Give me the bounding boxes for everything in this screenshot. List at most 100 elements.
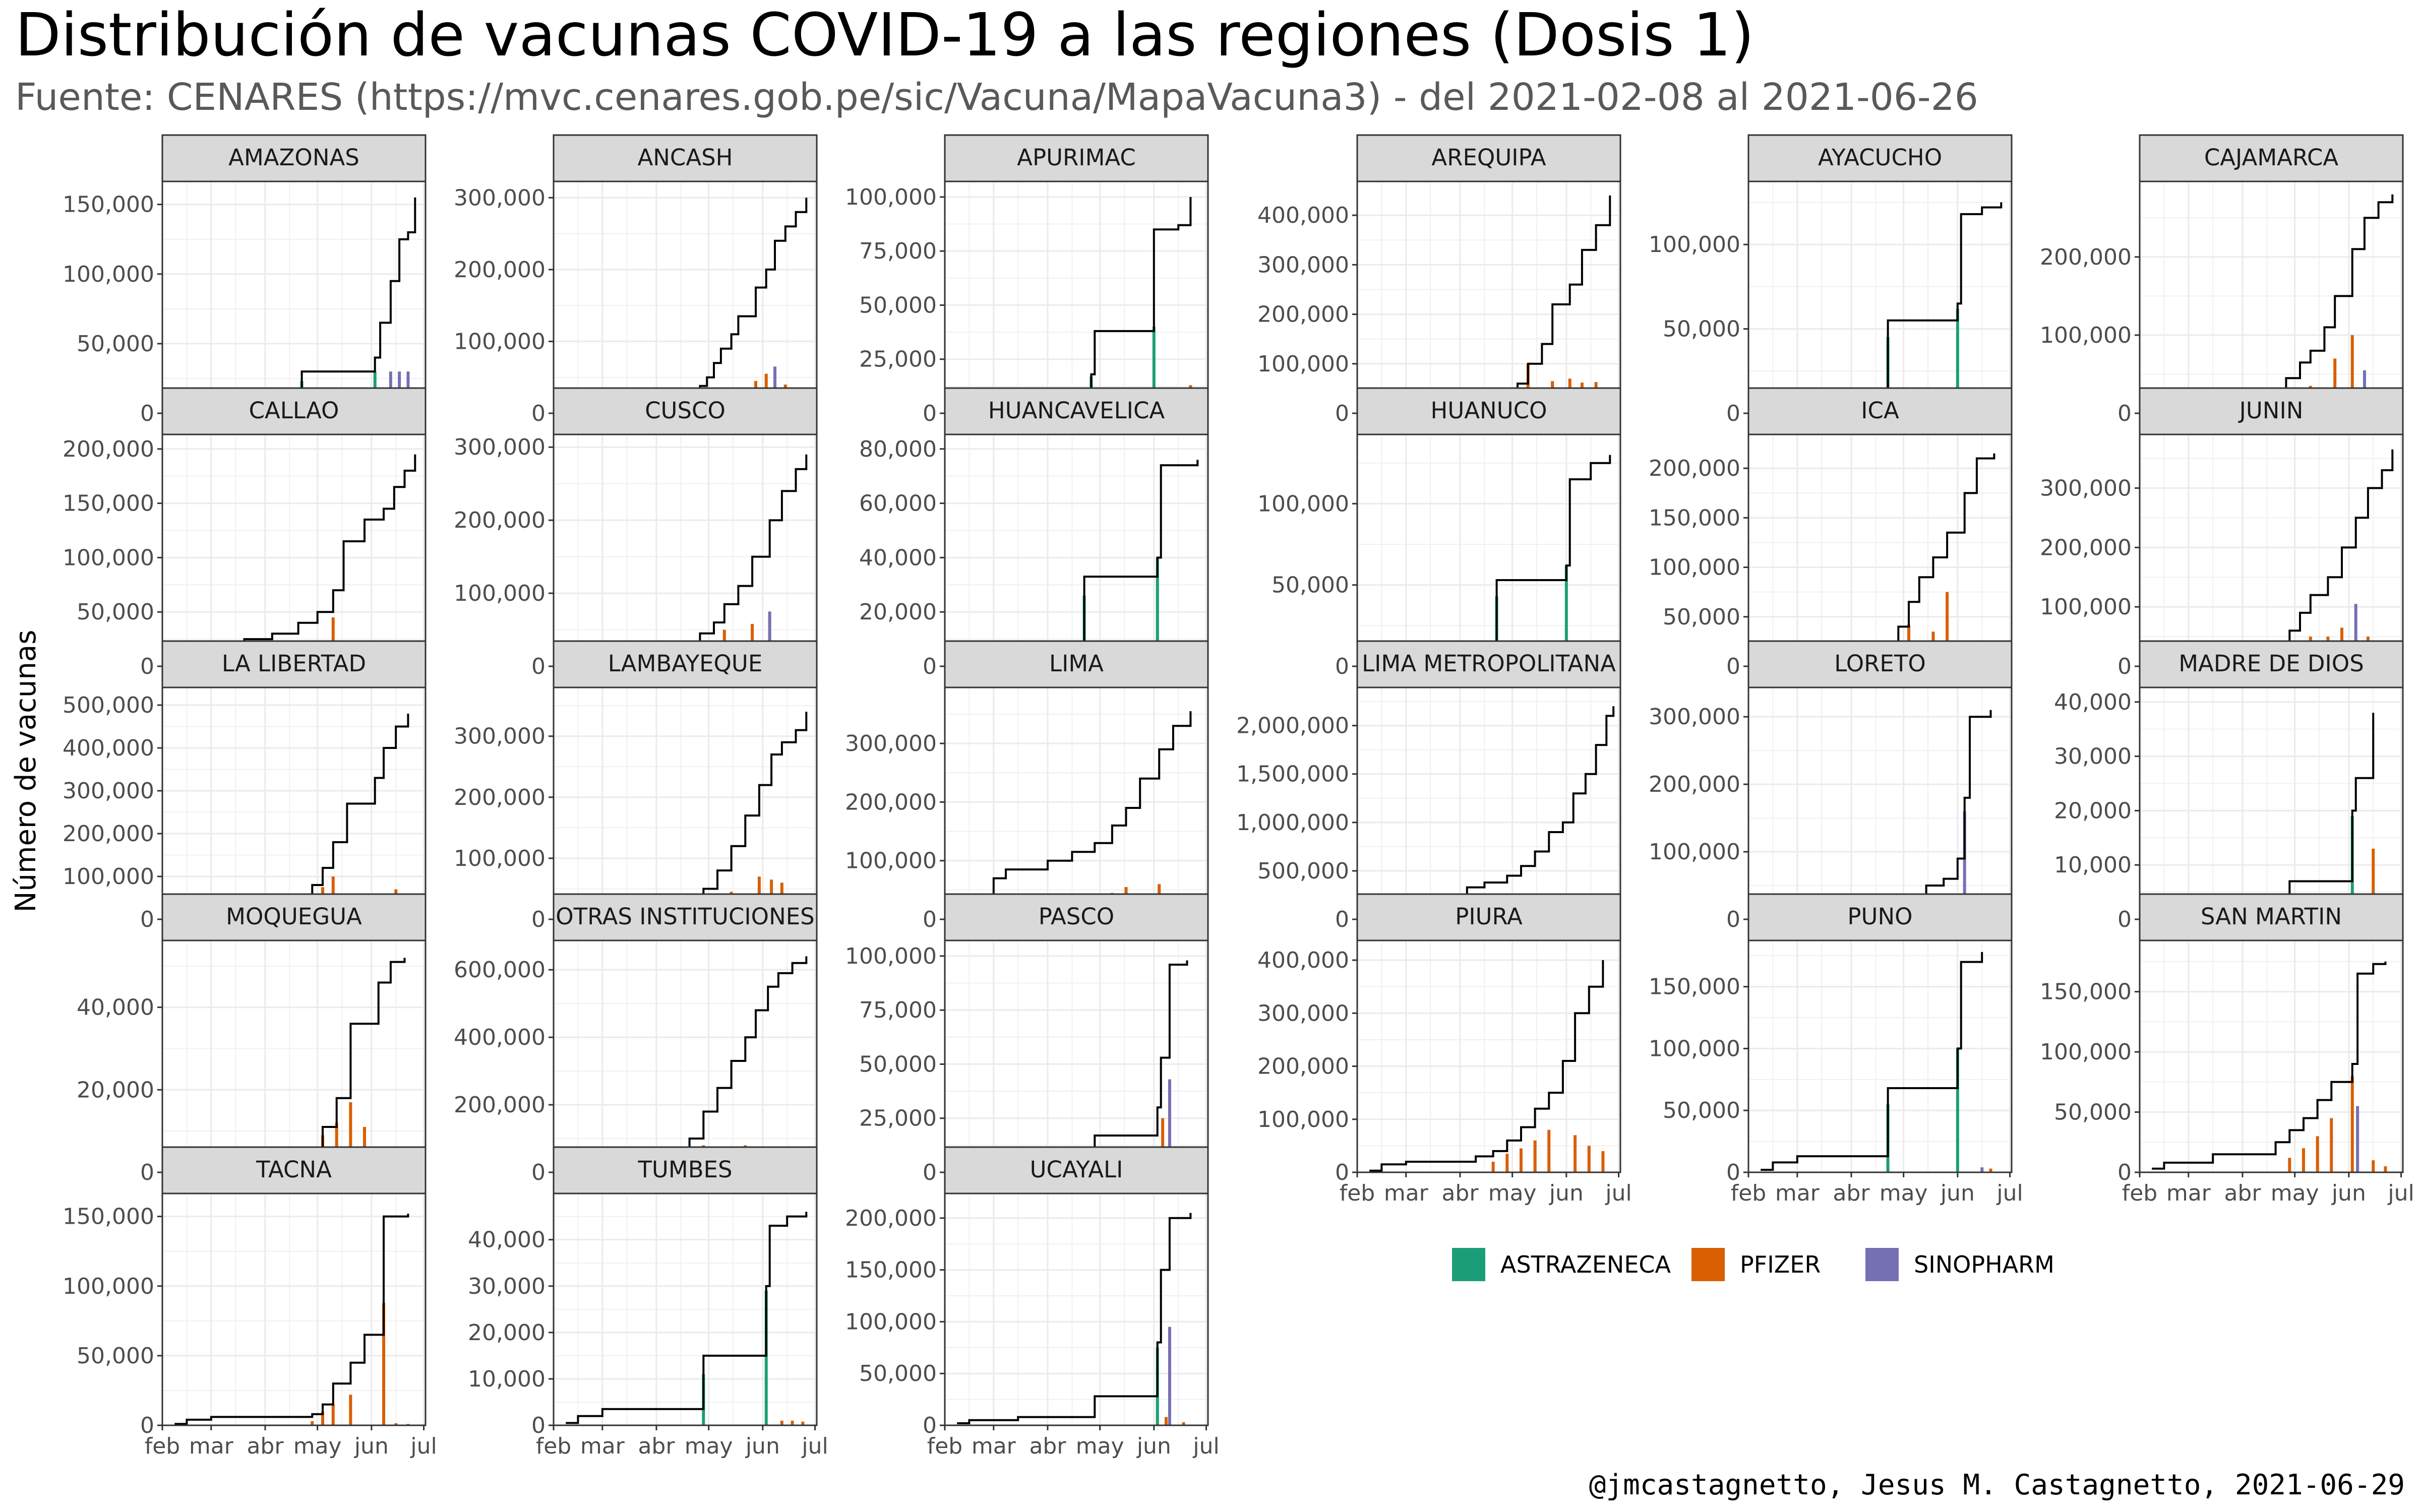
facet-panel-border	[161, 1192, 427, 1426]
y-tick-label: 400,000	[63, 735, 154, 761]
x-tick-label: may	[1488, 1180, 1537, 1206]
bars	[1491, 1129, 1605, 1172]
y-tick-label: 0	[531, 1160, 546, 1185]
x-tick-label: jul	[2387, 1180, 2414, 1206]
facet-tumbes: TUMBES 0 10,000 20,000 30,000 40,000 feb mar abr…	[468, 1146, 828, 1459]
bar-astrazeneca	[1956, 308, 1959, 413]
x-tick-label: mar	[2166, 1180, 2211, 1206]
facet-strip	[553, 134, 818, 182]
facet-loreto: LORETO 0 100,000 200,000 300,000	[1649, 640, 2013, 932]
y-tick-label: 25,000	[859, 1106, 937, 1131]
facet-grid	[161, 1193, 426, 1426]
facet-strip	[1356, 387, 1621, 435]
y-tick-label: 100,000	[1649, 555, 1740, 581]
bar-pfizer	[2350, 335, 2354, 413]
y-tick-label: 50,000	[77, 599, 154, 625]
y-axis: 0 100,000 200,000 300,000	[1649, 704, 1748, 932]
facet-strip-label: HUANUCO	[1431, 397, 1547, 424]
y-tick-label: 0	[531, 1413, 546, 1438]
bar-sinopharm	[2354, 604, 2357, 666]
y-tick-label: 100,000	[63, 545, 154, 571]
y-axis: 0 10,000 20,000 30,000 40,000	[468, 1227, 554, 1438]
y-tick-label: 30,000	[2054, 744, 2132, 770]
facet-arequipa: AREQUIPA 0 100,000 200,000 300,000 400,000	[1257, 134, 1621, 426]
facet-strip-label: JUNIN	[2238, 397, 2304, 424]
facet-strip-label: MOQUEGUA	[226, 903, 362, 930]
y-tick-label: 0	[531, 907, 546, 932]
y-axis: 0 50,000 100,000 150,000	[1649, 974, 1748, 1185]
y-axis: 0 100,000 200,000 300,000	[454, 434, 554, 679]
facet-grid	[1747, 434, 2012, 667]
x-tick-label: jul	[1192, 1433, 1219, 1459]
facet-strip	[161, 893, 427, 941]
y-axis: 0 50,000 100,000	[1257, 491, 1357, 679]
y-tick-label: 30,000	[468, 1274, 546, 1299]
facet-panels: AMAZONAS 0 50,000 100,000 150,000 ANCASH 0 100,…	[63, 134, 2414, 1459]
facet-strip	[553, 1146, 818, 1194]
y-tick-label: 50,000	[859, 1051, 937, 1077]
y-tick-label: 0	[531, 401, 546, 426]
bar-pfizer	[2350, 1076, 2354, 1172]
facet-strip	[2139, 893, 2404, 941]
bar-pfizer	[382, 1302, 386, 1425]
x-tick-label: feb	[1731, 1180, 1767, 1206]
y-tick-label: 20,000	[77, 1077, 154, 1103]
y-axis: 0 50,000 100,000 150,000 200,000	[1649, 456, 1748, 679]
y-tick-label: 200,000	[845, 789, 937, 815]
x-tick-label: jun	[1940, 1180, 1975, 1206]
facet-strip-label: UCAYALI	[1030, 1156, 1123, 1183]
y-axis: 0 10,000 20,000 30,000 40,000	[2054, 689, 2140, 932]
y-tick-label: 150,000	[63, 1204, 154, 1230]
facet-panel-background	[162, 181, 426, 413]
y-tick-label: 0	[923, 1160, 937, 1185]
facet-strip-label: LORETO	[1834, 650, 1926, 677]
x-tick-label: feb	[2122, 1180, 2158, 1206]
facet-grid	[161, 434, 426, 667]
x-axis: feb mar abr may jun jul	[1731, 1172, 2023, 1206]
y-axis: 0 100,000 200,000 300,000	[454, 724, 554, 932]
legend-item-astrazeneca: ASTRAZENECA	[1452, 1248, 1671, 1281]
facet-strip-label: LIMA	[1049, 650, 1104, 677]
x-axis: feb mar abr may jun jul	[1340, 1172, 1632, 1206]
y-tick-label: 80,000	[859, 436, 937, 462]
y-tick-label: 1,000,000	[1236, 810, 1349, 836]
y-tick-label: 50,000	[1663, 317, 1740, 342]
bar-astrazeneca	[1156, 557, 1159, 666]
x-tick-label: abr	[638, 1433, 675, 1459]
bar-pfizer	[321, 1411, 325, 1425]
facet-panel-background	[1357, 687, 1620, 919]
bar-pfizer	[801, 1421, 805, 1425]
y-tick-label: 75,000	[859, 238, 937, 264]
bars	[2288, 1076, 2387, 1172]
chart-caption: @jmcastagnetto, Jesus M. Castagnetto, 20…	[1589, 1469, 2405, 1501]
facet-strip-label: CUSCO	[645, 397, 725, 424]
y-axis: 0 20,000 40,000 60,000 80,000	[859, 436, 945, 679]
y-tick-label: 150,000	[63, 192, 154, 218]
facet-panel-border	[1747, 939, 2013, 1173]
x-tick-label: feb	[145, 1433, 180, 1459]
legend: ASTRAZENECA PFIZER SINOPHARM	[1452, 1248, 2054, 1281]
facet-callao: CALLAO 0 50,000 100,000 150,000 200,000	[63, 387, 427, 679]
facet-strip	[1747, 640, 2013, 688]
y-tick-label: 100,000	[1649, 232, 1740, 258]
y-tick-label: 50,000	[859, 292, 937, 318]
y-tick-label: 100,000	[63, 262, 154, 287]
y-axis: 0 100,000 200,000 300,000	[845, 731, 945, 932]
y-tick-label: 0	[1726, 654, 1740, 679]
y-tick-label: 0	[1726, 1160, 1740, 1185]
bar-pfizer	[2372, 848, 2375, 919]
y-tick-label: 100,000	[1257, 351, 1349, 377]
x-axis: feb mar abr may jun jul	[536, 1425, 828, 1459]
bar-pfizer	[1547, 1129, 1551, 1172]
legend-item-pfizer: PFIZER	[1691, 1248, 1821, 1281]
facet-puno: PUNO 0 50,000 100,000 150,000 feb mar abr may jun…	[1649, 893, 2023, 1206]
facet-strip	[553, 640, 818, 688]
facet-cusco: CUSCO 0 100,000 200,000 300,000	[454, 387, 818, 679]
facet-amazonas: AMAZONAS 0 50,000 100,000 150,000	[63, 134, 427, 426]
facet-strip	[553, 893, 818, 941]
x-tick-label: mar	[580, 1433, 625, 1459]
y-axis: 0 25,000 50,000 75,000 100,000	[845, 943, 945, 1185]
y-tick-label: 40,000	[77, 995, 154, 1021]
facet-strip-label: LIMA METROPOLITANA	[1362, 650, 1616, 677]
bar-pfizer	[394, 1423, 398, 1425]
